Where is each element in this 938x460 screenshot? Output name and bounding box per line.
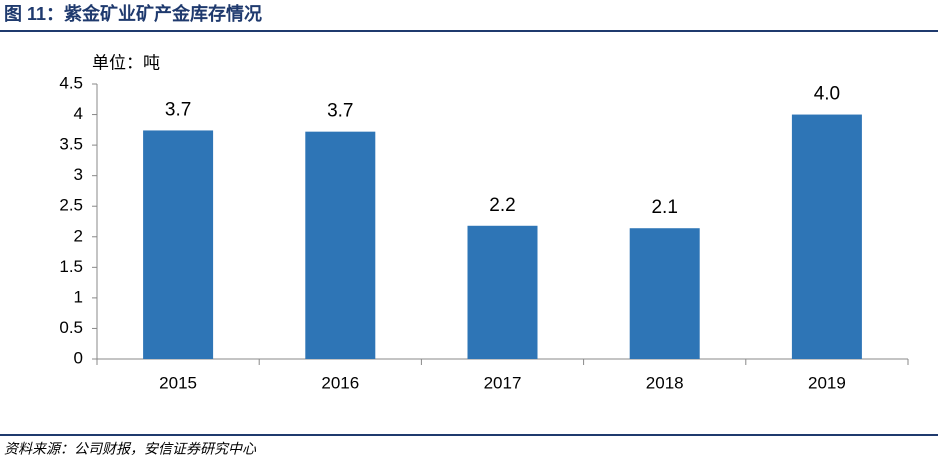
x-tick-label: 2017 bbox=[484, 373, 522, 392]
bar bbox=[143, 130, 214, 359]
y-tick-label: 3.5 bbox=[59, 135, 83, 154]
value-label: 2.1 bbox=[651, 197, 677, 218]
y-tick-label: 4.5 bbox=[59, 73, 83, 92]
x-tick-label: 2018 bbox=[646, 373, 684, 392]
y-tick-label: 0 bbox=[74, 348, 83, 367]
x-tick-label: 2016 bbox=[321, 373, 359, 392]
chart-title: 图 11：紫金矿业矿产金库存情况 bbox=[4, 3, 262, 24]
source: 资料来源：公司财报，安信证券研究中心 bbox=[4, 441, 257, 457]
y-tick-label: 1.5 bbox=[59, 257, 83, 276]
x-tick-label: 2015 bbox=[159, 373, 197, 392]
value-label: 4.0 bbox=[814, 84, 840, 105]
y-tick-label: 2.5 bbox=[59, 196, 83, 215]
value-label: 3.7 bbox=[327, 101, 353, 122]
bar bbox=[467, 225, 538, 359]
y-tick-label: 2 bbox=[74, 226, 83, 245]
y-tick-label: 1 bbox=[74, 287, 83, 306]
x-tick-label: 2019 bbox=[808, 373, 846, 392]
y-tick-label: 3 bbox=[74, 165, 83, 184]
bar bbox=[629, 228, 700, 359]
bar bbox=[791, 114, 862, 359]
value-label: 3.7 bbox=[165, 99, 191, 120]
y-tick-label: 0.5 bbox=[59, 318, 83, 337]
bar bbox=[305, 131, 376, 359]
unit-label: 单位：吨 bbox=[92, 53, 160, 72]
value-label: 2.2 bbox=[489, 195, 515, 216]
y-tick-label: 4 bbox=[74, 104, 83, 123]
